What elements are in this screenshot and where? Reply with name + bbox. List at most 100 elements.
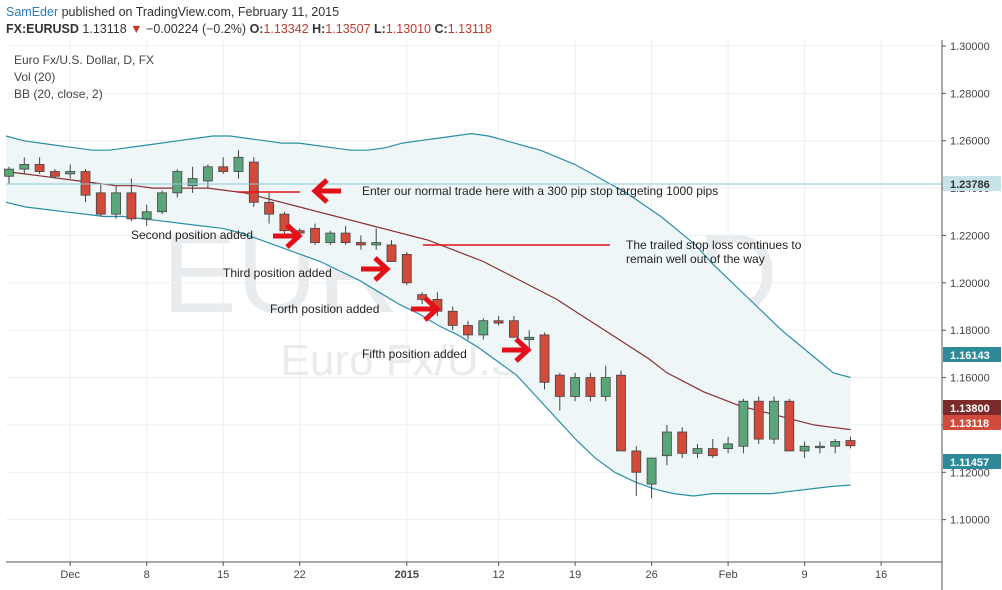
candle-body[interactable]: [95, 192, 106, 215]
second-position-arrow-icon: [273, 223, 303, 249]
candle-body[interactable]: [662, 431, 672, 457]
candle-body[interactable]: [692, 448, 703, 454]
open-value: 1.13342: [263, 22, 309, 36]
candle-body[interactable]: [371, 242, 382, 246]
annotation-third: Third position added: [223, 266, 332, 280]
candle-body[interactable]: [233, 156, 244, 172]
down-arrow-icon: ▼: [130, 22, 143, 36]
third-position-arrow-icon: [361, 256, 391, 282]
candle-body[interactable]: [34, 164, 45, 172]
close-label: C:: [434, 22, 448, 36]
fifth-position-arrow-icon: [502, 337, 532, 363]
candle-body[interactable]: [172, 171, 183, 194]
price-tag-label: 1.13800: [950, 403, 990, 415]
y-tick-label: 1.12000: [950, 467, 990, 479]
price-tag: [943, 400, 1001, 415]
legend-title[interactable]: Euro Fx/U.S. Dollar, D, FX: [14, 53, 154, 67]
symbol-name[interactable]: FX:EURUSD: [6, 22, 79, 36]
candle-body[interactable]: [723, 443, 733, 449]
y-tick-label: 1.30000: [950, 41, 990, 53]
publish-line: SamEder published on TradingView.com, Fe…: [6, 4, 492, 21]
candle-body[interactable]: [815, 445, 825, 449]
candle-body[interactable]: [554, 374, 565, 397]
candle-body[interactable]: [845, 440, 856, 447]
candle-body[interactable]: [570, 377, 580, 397]
candle-body[interactable]: [631, 450, 642, 473]
candle-body[interactable]: [157, 192, 167, 213]
annotation-fifth: Fifth position added: [362, 347, 467, 361]
low-value: 1.13010: [385, 22, 432, 36]
candle-body[interactable]: [310, 227, 320, 243]
x-tick-label: 26: [645, 569, 657, 581]
candle-body[interactable]: [19, 164, 30, 170]
price-tag-label: 1.13118: [950, 418, 989, 430]
y-tick-label: 1.18000: [950, 325, 990, 337]
candle-body[interactable]: [111, 192, 121, 215]
candle-body[interactable]: [325, 232, 336, 243]
candle-body[interactable]: [355, 242, 366, 246]
bollinger-middle-band: [5, 170, 851, 431]
candle-body[interactable]: [463, 325, 473, 336]
candle-body[interactable]: [478, 320, 489, 336]
bollinger-upper-band: [5, 132, 851, 379]
y-tick-label: 1.28000: [950, 88, 990, 100]
candle-body[interactable]: [508, 320, 519, 338]
candle-body[interactable]: [4, 168, 14, 177]
x-tick-label: 12: [492, 569, 504, 581]
y-tick-label: 1.16000: [950, 373, 990, 385]
candle-body[interactable]: [50, 171, 60, 177]
candle-body[interactable]: [386, 244, 397, 262]
candle-body[interactable]: [707, 448, 718, 457]
candle-body[interactable]: [784, 400, 795, 452]
y-tick-label: 1.10000: [950, 515, 990, 527]
forth-position-arrow-icon: [411, 296, 441, 322]
high-value: 1.13507: [325, 22, 371, 36]
candle-body[interactable]: [600, 377, 611, 397]
candle-body[interactable]: [340, 232, 351, 243]
legend-volume[interactable]: Vol (20): [14, 70, 55, 84]
x-tick-label: 8: [144, 569, 150, 581]
x-tick-label: 9: [802, 569, 808, 581]
candle-body[interactable]: [524, 336, 535, 341]
candle-body[interactable]: [830, 441, 841, 447]
candle-body[interactable]: [279, 213, 290, 232]
x-tick-label: 16: [875, 569, 887, 581]
candle-body[interactable]: [218, 166, 229, 172]
candle-body[interactable]: [126, 192, 137, 220]
candle-body[interactable]: [80, 171, 91, 196]
x-tick-label: 15: [217, 569, 229, 581]
author-link[interactable]: SamEder: [6, 5, 59, 19]
arrow-head: [514, 337, 532, 363]
candle-body[interactable]: [738, 400, 749, 447]
candle-body[interactable]: [585, 377, 596, 397]
arrow-head: [423, 296, 441, 322]
candle-body[interactable]: [264, 201, 275, 215]
price-change: −0.00224 (−0.2%): [146, 22, 247, 36]
annotation-forth: Forth position added: [270, 302, 379, 316]
legend-bollinger[interactable]: BB (20, close, 2): [14, 87, 103, 101]
candle-body[interactable]: [646, 457, 657, 485]
candle-body[interactable]: [141, 211, 152, 220]
candle-body[interactable]: [753, 400, 764, 440]
annotation-trail2: remain well out of the way: [626, 252, 765, 266]
candle-body[interactable]: [769, 400, 779, 440]
candle-body[interactable]: [616, 374, 626, 452]
candle-body[interactable]: [202, 166, 213, 182]
arrow-head: [373, 256, 391, 282]
candle-body[interactable]: [799, 445, 810, 452]
candle-body[interactable]: [187, 178, 198, 187]
candle-body[interactable]: [248, 161, 259, 203]
open-label: O:: [249, 22, 264, 36]
y-tick-label: 1.26000: [950, 136, 990, 148]
candle-body[interactable]: [677, 431, 688, 454]
candle-body[interactable]: [401, 253, 412, 284]
candle-body[interactable]: [447, 310, 458, 326]
candle-body[interactable]: [493, 320, 504, 324]
candle-body[interactable]: [539, 334, 550, 383]
quote-line: FX:EURUSD 1.13118 ▼ −0.00224 (−0.2%) O:1…: [6, 21, 492, 38]
candle-body[interactable]: [65, 171, 76, 175]
last-price: 1.13118: [82, 22, 127, 36]
high-label: H:: [312, 22, 326, 36]
